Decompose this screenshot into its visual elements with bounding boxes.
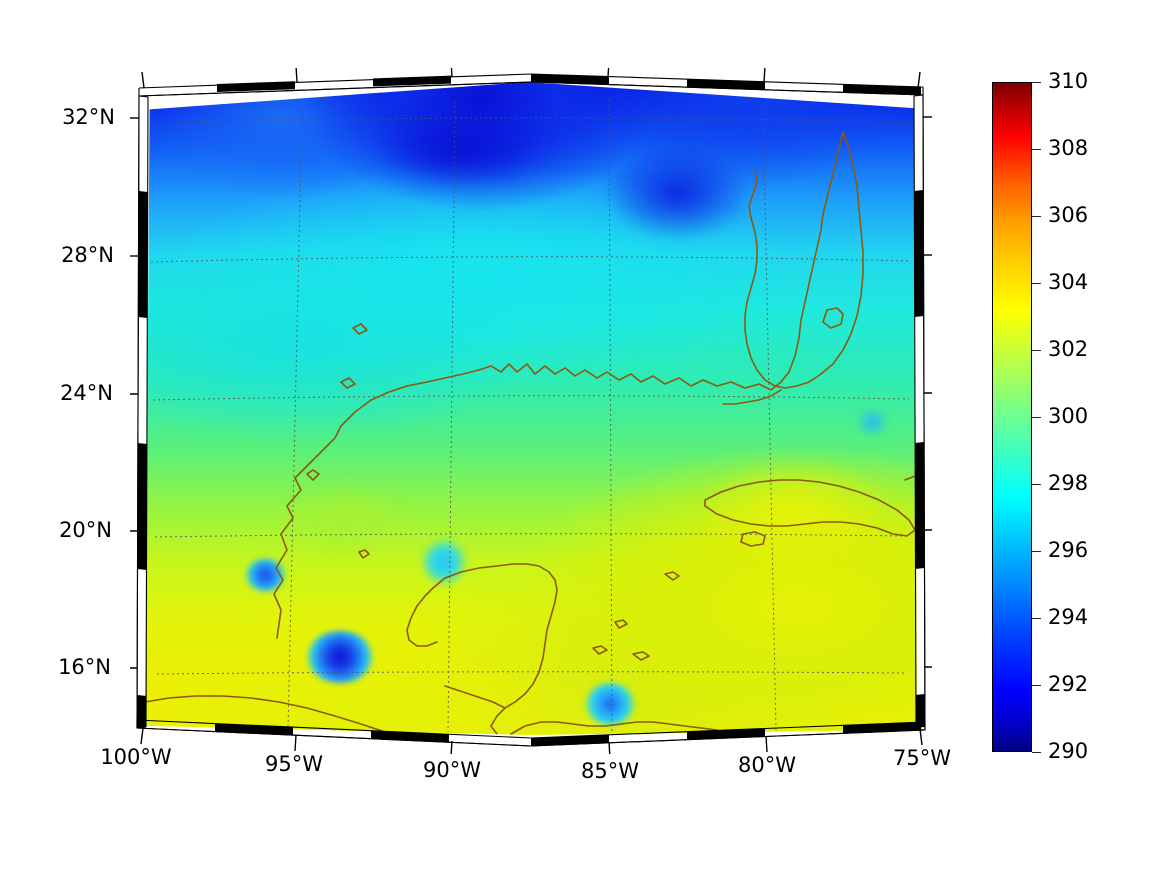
colorbar-tick-294 (1032, 618, 1041, 619)
colorbar-label-292: 292 (1048, 672, 1089, 696)
x-tick-label-95w: 95°W (265, 752, 323, 776)
colorbar[interactable]: 310 308 306 304 302 300 298 296 294 292 … (992, 69, 1088, 763)
sst-raster (145, 82, 917, 735)
x-tick-label-75w: 75°W (893, 746, 951, 770)
colorbar-gradient (992, 82, 1032, 752)
colorbar-label-290: 290 (1048, 739, 1089, 763)
colorbar-label-300: 300 (1048, 404, 1089, 428)
x-tick-label-85w: 85°W (581, 759, 639, 783)
colorbar-tick-298 (1032, 484, 1041, 485)
colorbar-label-296: 296 (1048, 538, 1089, 562)
sst-anomaly-campeche (245, 558, 286, 592)
colorbar-tick-306 (1032, 216, 1041, 217)
y-tick-label-16n: 16°N (58, 655, 111, 679)
sst-anomaly-north-gulf (376, 108, 547, 187)
colorbar-tick-308 (1032, 149, 1041, 150)
y-tick-label-28n: 28°N (61, 243, 114, 267)
colorbar-tick-304 (1032, 283, 1041, 284)
colorbar-label-304: 304 (1048, 270, 1089, 294)
sst-anomaly-east-cuba (855, 408, 890, 435)
x-tick-label-80w: 80°W (738, 753, 796, 777)
colorbar-label-310: 310 (1048, 69, 1089, 93)
y-tick-label-20n: 20°N (59, 518, 112, 542)
sst-anomaly-papagayo (585, 682, 636, 726)
colorbar-tick-296 (1032, 551, 1041, 552)
x-tick-label-100w: 100°W (100, 745, 172, 769)
sst-anomaly-yucatan-shelf (422, 539, 466, 585)
colorbar-tick-290 (1032, 752, 1041, 753)
colorbar-label-298: 298 (1048, 471, 1089, 495)
colorbar-tick-310 (1032, 82, 1041, 83)
y-tick-label-32n: 32°N (62, 105, 115, 129)
x-tick-label-90w: 90°W (423, 758, 481, 782)
sst-anomaly-tehuantepec (307, 630, 373, 683)
map-axes[interactable] (145, 82, 917, 735)
sst-anomaly-warm-caribbean (700, 460, 887, 566)
colorbar-label-308: 308 (1048, 136, 1089, 160)
sst-anomaly-florida-shelf (608, 147, 748, 239)
colorbar-label-302: 302 (1048, 337, 1089, 361)
colorbar-label-294: 294 (1048, 605, 1089, 629)
colorbar-tick-302 (1032, 350, 1041, 351)
map-raster-clip (145, 82, 917, 735)
colorbar-label-306: 306 (1048, 203, 1089, 227)
y-tick-label-24n: 24°N (60, 381, 113, 405)
colorbar-tick-292 (1032, 685, 1041, 686)
colorbar-tick-300 (1032, 417, 1041, 418)
sst-anomaly-warm-west (283, 486, 408, 553)
